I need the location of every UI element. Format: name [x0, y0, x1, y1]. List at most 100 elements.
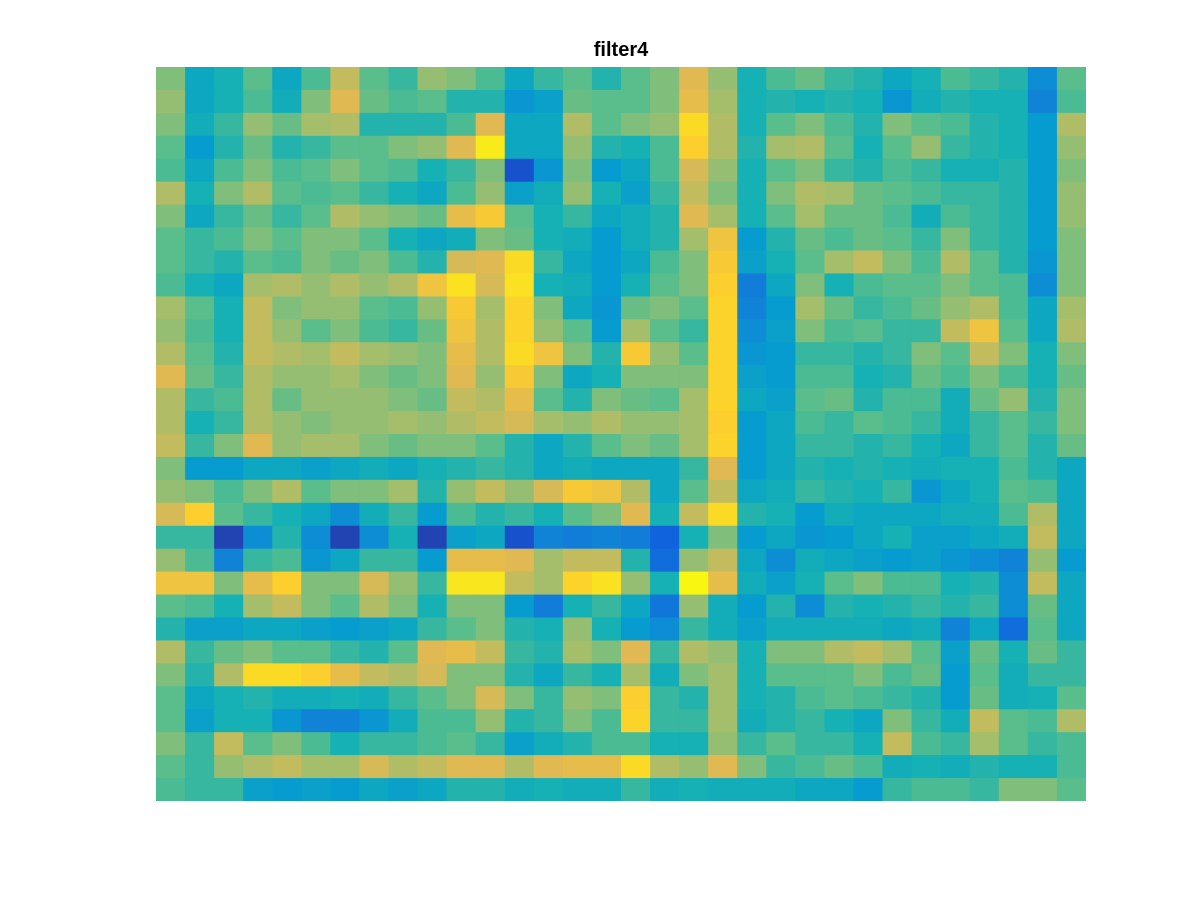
heatmap-cell-r9-c11 — [475, 273, 506, 297]
heatmap-cell-r0-c18 — [679, 67, 709, 91]
heatmap-cell-r12-c26 — [911, 342, 942, 366]
heatmap-cell-r15-c0 — [156, 411, 186, 435]
heatmap-cell-r23-c8 — [388, 594, 419, 619]
heatmap-cell-r19-c9 — [417, 502, 448, 527]
heatmap-cell-r22-c22 — [795, 571, 826, 596]
heatmap-cell-r4-c4 — [272, 158, 302, 183]
heatmap-cell-r15-c22 — [795, 411, 826, 435]
heatmap-cell-r28-c23 — [824, 709, 855, 733]
heatmap-cell-r26-c8 — [388, 663, 419, 687]
heatmap-cell-r23-c10 — [446, 594, 477, 619]
heatmap-cell-r16-c23 — [824, 434, 855, 458]
heatmap-cell-r4-c27 — [940, 158, 971, 183]
heatmap-cell-r12-c6 — [330, 342, 361, 366]
heatmap-cell-r24-c16 — [621, 617, 651, 642]
heatmap-cell-r15-c11 — [475, 411, 506, 435]
heatmap-cell-r0-c4 — [272, 67, 302, 91]
heatmap-cell-r15-c19 — [708, 411, 738, 435]
heatmap-cell-r28-c18 — [679, 709, 709, 733]
heatmap-cell-r8-c15 — [591, 250, 622, 275]
heatmap-cell-r25-c27 — [940, 640, 971, 664]
heatmap-cell-r21-c21 — [766, 548, 796, 573]
heatmap-cell-r2-c6 — [330, 112, 361, 137]
heatmap-cell-r16-c29 — [998, 434, 1029, 458]
heatmap-cell-r7-c12 — [504, 227, 535, 252]
heatmap-cell-r18-c17 — [650, 479, 680, 504]
heatmap-cell-r29-c15 — [591, 732, 622, 756]
heatmap-cell-r30-c31 — [1056, 755, 1086, 779]
heatmap-cell-r25-c0 — [156, 640, 186, 664]
heatmap-cell-r22-c13 — [533, 571, 564, 596]
heatmap-cell-r13-c15 — [591, 365, 622, 389]
heatmap-cell-r13-c0 — [156, 365, 186, 389]
heatmap-cell-r10-c25 — [882, 296, 913, 320]
heatmap-cell-r22-c6 — [330, 571, 361, 596]
heatmap-cell-r10-c0 — [156, 296, 186, 320]
heatmap-cell-r3-c9 — [417, 135, 448, 160]
heatmap-cell-r25-c13 — [533, 640, 564, 664]
heatmap-cell-r15-c1 — [185, 411, 215, 435]
heatmap-cell-r1-c18 — [679, 89, 709, 114]
heatmap-cell-r26-c16 — [621, 663, 651, 687]
heatmap-cell-r24-c2 — [214, 617, 244, 642]
heatmap-cell-r13-c4 — [272, 365, 302, 389]
heatmap-cell-r12-c23 — [824, 342, 855, 366]
heatmap-cell-r17-c29 — [998, 456, 1029, 481]
heatmap-cell-r30-c7 — [359, 755, 390, 779]
heatmap-cell-r5-c21 — [766, 181, 796, 206]
heatmap-cell-r13-c28 — [969, 365, 1000, 389]
heatmap-cell-r24-c21 — [766, 617, 796, 642]
heatmap-cell-r2-c21 — [766, 112, 796, 137]
heatmap-cell-r13-c27 — [940, 365, 971, 389]
heatmap-cell-r19-c18 — [679, 502, 709, 527]
heatmap-cell-r8-c3 — [243, 250, 273, 275]
heatmap-cell-r7-c20 — [737, 227, 767, 252]
heatmap-cell-r23-c17 — [650, 594, 680, 619]
heatmap-cell-r19-c0 — [156, 502, 186, 527]
heatmap-cell-r3-c7 — [359, 135, 390, 160]
heatmap-cell-r9-c3 — [243, 273, 273, 297]
heatmap-cell-r14-c18 — [679, 388, 709, 412]
heatmap-cell-r25-c4 — [272, 640, 302, 664]
heatmap-cell-r18-c11 — [475, 479, 506, 504]
heatmap-cell-r0-c0 — [156, 67, 186, 91]
heatmap-cell-r23-c1 — [185, 594, 215, 619]
heatmap-cell-r30-c6 — [330, 755, 361, 779]
heatmap-cell-r28-c26 — [911, 709, 942, 733]
heatmap-cell-r5-c11 — [475, 181, 506, 206]
heatmap-cell-r19-c25 — [882, 502, 913, 527]
heatmap-cell-r22-c1 — [185, 571, 215, 596]
heatmap-cell-r5-c19 — [708, 181, 738, 206]
heatmap-cell-r6-c31 — [1056, 204, 1086, 229]
heatmap-cell-r16-c26 — [911, 434, 942, 458]
heatmap-cell-r31-c25 — [882, 778, 913, 801]
heatmap-cell-r18-c16 — [621, 479, 651, 504]
heatmap-cell-r19-c6 — [330, 502, 361, 527]
heatmap-cell-r30-c11 — [475, 755, 506, 779]
heatmap-cell-r0-c15 — [591, 67, 622, 91]
heatmap-cell-r19-c17 — [650, 502, 680, 527]
heatmap-cell-r22-c23 — [824, 571, 855, 596]
heatmap-cell-r9-c8 — [388, 273, 419, 297]
heatmap-cell-r31-c4 — [272, 778, 302, 801]
heatmap-cell-r5-c29 — [998, 181, 1029, 206]
heatmap-cell-r11-c27 — [940, 319, 971, 343]
heatmap-cell-r14-c17 — [650, 388, 680, 412]
heatmap-cell-r15-c12 — [504, 411, 535, 435]
heatmap-cell-r1-c31 — [1056, 89, 1086, 114]
heatmap-cell-r31-c23 — [824, 778, 855, 801]
heatmap-cell-r21-c30 — [1027, 548, 1058, 573]
heatmap-cell-r28-c7 — [359, 709, 390, 733]
heatmap-cell-r16-c5 — [301, 434, 331, 458]
heatmap-cell-r11-c4 — [272, 319, 302, 343]
heatmap-cell-r22-c10 — [446, 571, 477, 596]
heatmap-cell-r3-c1 — [185, 135, 215, 160]
heatmap-cell-r4-c19 — [708, 158, 738, 183]
heatmap-cell-r27-c3 — [243, 686, 273, 710]
heatmap-cell-r19-c10 — [446, 502, 477, 527]
heatmap-cell-r8-c1 — [185, 250, 215, 275]
heatmap-cell-r10-c26 — [911, 296, 942, 320]
heatmap-cell-r29-c4 — [272, 732, 302, 756]
heatmap-cell-r9-c14 — [562, 273, 593, 297]
heatmap-cell-r3-c30 — [1027, 135, 1058, 160]
